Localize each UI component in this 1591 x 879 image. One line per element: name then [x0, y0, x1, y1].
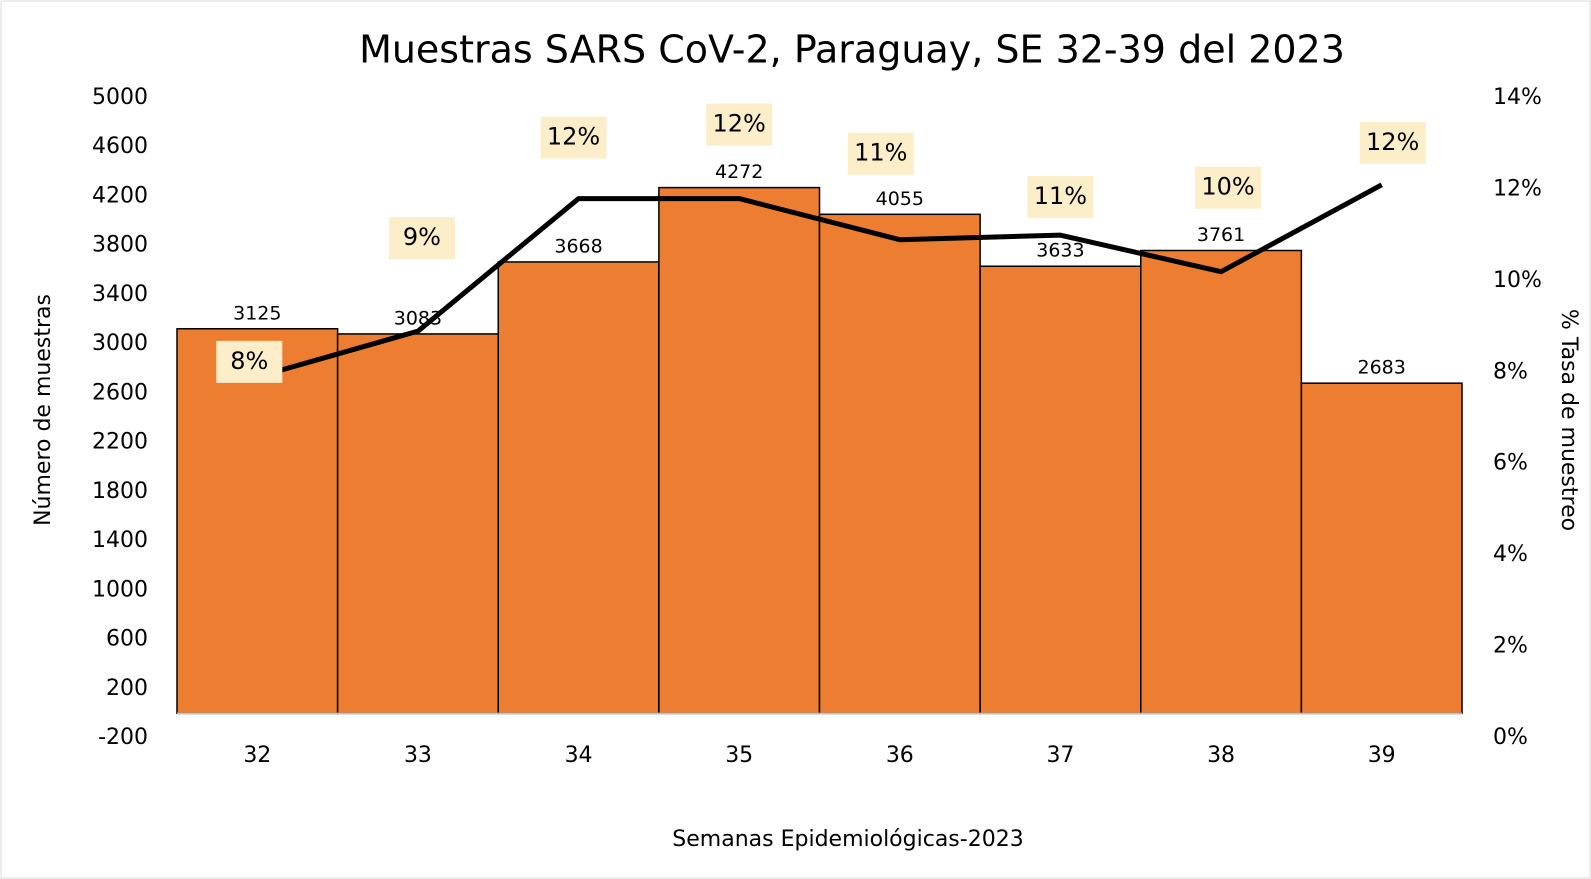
bar-value-label: 2683	[1358, 357, 1406, 379]
value-label-box	[216, 340, 283, 383]
y-tick-label: 4200	[92, 183, 148, 208]
line-value-label: 12%	[547, 123, 600, 151]
y2-tick-label: 10%	[1493, 268, 1542, 293]
line-value-label: 8%	[230, 347, 268, 375]
x-tick-label: 35	[725, 743, 753, 768]
x-tick-label: 39	[1368, 743, 1396, 768]
y-tick-label: -200	[98, 725, 148, 750]
y2-tick-label: 0%	[1493, 725, 1528, 750]
y-axis-label: Número de muestras	[31, 294, 56, 526]
line-value-label: 12%	[713, 110, 766, 138]
x-tick-label: 37	[1046, 743, 1074, 768]
y-tick-label: 600	[106, 627, 148, 652]
y-tick-label: 2200	[92, 430, 148, 455]
x-tick-label: 32	[243, 743, 271, 768]
bar	[497, 261, 660, 715]
line-value-label: 11%	[1034, 182, 1087, 210]
x-axis-label: Semanas Epidemiológicas-2023	[672, 827, 1023, 852]
line-value-label: 9%	[403, 223, 441, 251]
y-tick-label: 1000	[92, 577, 148, 602]
bar	[979, 265, 1142, 715]
y-tick-label: 5000	[92, 85, 148, 110]
x-tick-label: 34	[565, 743, 593, 768]
bar-value-label: 3125	[233, 302, 281, 324]
x-tick-label: 33	[404, 743, 432, 768]
line-value-label: 11%	[854, 139, 907, 167]
y-tick-label: 4600	[92, 134, 148, 159]
bar-value-label: 3761	[1197, 224, 1245, 246]
value-label-box	[1027, 176, 1094, 219]
y-tick-label: 1400	[92, 528, 148, 553]
y2-axis-label: % Tasa de muestreo	[1556, 309, 1581, 531]
y-tick-label: 3000	[92, 331, 148, 356]
bar	[1300, 382, 1463, 715]
value-label-box	[388, 217, 455, 260]
y-tick-label: 3400	[92, 282, 148, 307]
value-label-box	[1195, 166, 1262, 209]
value-label-box	[1359, 121, 1426, 164]
bar-value-label: 3633	[1036, 240, 1084, 262]
y2-tick-label: 6%	[1493, 451, 1528, 476]
y2-tick-label: 12%	[1493, 176, 1542, 201]
y-tick-label: 3800	[92, 233, 148, 258]
x-tick-label: 36	[886, 743, 914, 768]
y2-tick-label: 14%	[1493, 85, 1542, 110]
y-tick-label: 200	[106, 676, 148, 701]
y2-tick-label: 2%	[1493, 634, 1528, 659]
bar-value-label: 4055	[876, 188, 924, 210]
y-tick-label: 2600	[92, 380, 148, 405]
bar	[336, 333, 499, 715]
value-label-box	[540, 116, 607, 159]
bar	[818, 213, 981, 715]
bar	[1140, 249, 1303, 715]
x-tick-label: 38	[1207, 743, 1235, 768]
chart-title: Muestras SARS CoV-2, Paraguay, SE 32-39 …	[359, 28, 1345, 72]
bar-value-label: 4272	[715, 161, 763, 183]
y2-tick-label: 4%	[1493, 542, 1528, 567]
y2-tick-label: 8%	[1493, 359, 1528, 384]
value-label-box	[847, 132, 914, 175]
bar-value-label: 3668	[554, 235, 602, 257]
value-label-box	[706, 103, 773, 146]
line-value-label: 10%	[1201, 173, 1254, 201]
bar	[658, 186, 821, 715]
bar	[176, 328, 339, 715]
line-value-label: 12%	[1366, 128, 1419, 156]
y-tick-label: 1800	[92, 479, 148, 504]
line	[256, 182, 1383, 380]
